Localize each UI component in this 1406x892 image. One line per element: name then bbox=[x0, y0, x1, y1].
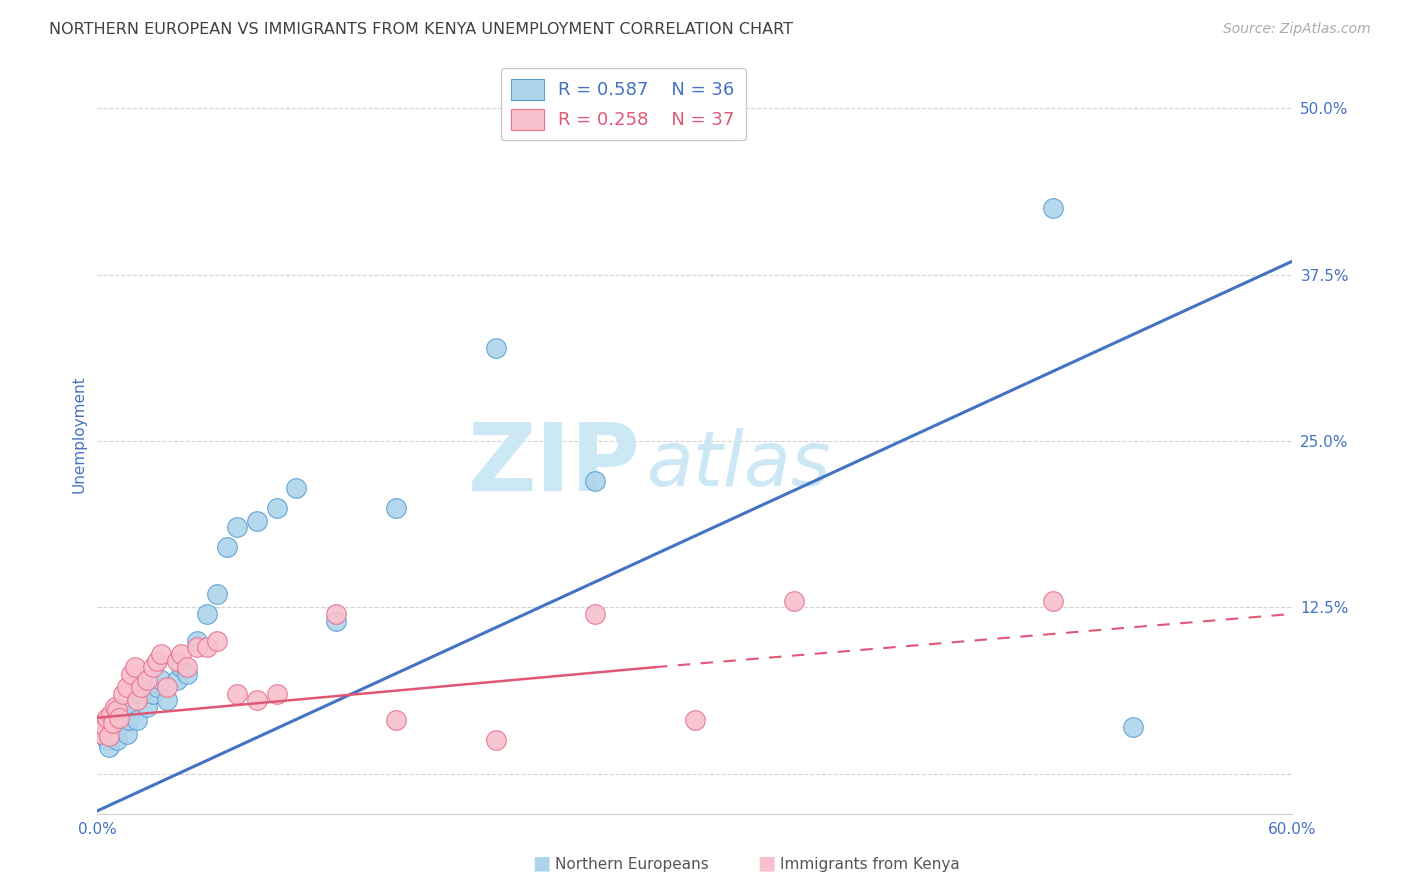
Point bbox=[205, 633, 228, 648]
Point bbox=[385, 714, 408, 728]
Point bbox=[129, 680, 152, 694]
Point bbox=[246, 514, 269, 528]
Point bbox=[166, 653, 188, 667]
Point bbox=[120, 666, 142, 681]
Point bbox=[1042, 593, 1064, 607]
Point bbox=[94, 720, 117, 734]
Point bbox=[112, 716, 135, 731]
Point bbox=[385, 500, 408, 515]
Point bbox=[170, 660, 193, 674]
Text: NORTHERN EUROPEAN VS IMMIGRANTS FROM KENYA UNEMPLOYMENT CORRELATION CHART: NORTHERN EUROPEAN VS IMMIGRANTS FROM KEN… bbox=[49, 22, 793, 37]
Point bbox=[683, 714, 706, 728]
Text: ■: ■ bbox=[531, 854, 551, 872]
Point bbox=[205, 587, 228, 601]
Point bbox=[266, 687, 288, 701]
Point bbox=[170, 647, 193, 661]
Point bbox=[105, 733, 128, 747]
Point bbox=[100, 706, 122, 721]
Point bbox=[225, 520, 247, 534]
Point bbox=[215, 541, 238, 555]
Point bbox=[266, 500, 288, 515]
Point bbox=[583, 474, 606, 488]
Point bbox=[176, 666, 198, 681]
Point bbox=[91, 716, 114, 731]
Point bbox=[115, 680, 138, 694]
Text: ■: ■ bbox=[756, 854, 776, 872]
Point bbox=[484, 733, 506, 747]
Point bbox=[325, 614, 347, 628]
Point bbox=[104, 714, 127, 728]
Text: Immigrants from Kenya: Immigrants from Kenya bbox=[780, 857, 960, 872]
Point bbox=[105, 703, 128, 717]
Point bbox=[112, 687, 135, 701]
Point bbox=[127, 714, 149, 728]
Point bbox=[115, 727, 138, 741]
Point bbox=[225, 687, 247, 701]
Point bbox=[484, 341, 506, 355]
Point bbox=[122, 700, 145, 714]
Point bbox=[98, 730, 121, 744]
Point bbox=[150, 647, 173, 661]
Text: Source: ZipAtlas.com: Source: ZipAtlas.com bbox=[1223, 22, 1371, 37]
Point bbox=[195, 640, 218, 655]
Point bbox=[166, 673, 188, 688]
Point bbox=[110, 706, 132, 721]
Text: ZIP: ZIP bbox=[468, 418, 641, 510]
Point bbox=[1042, 201, 1064, 215]
Point bbox=[118, 714, 141, 728]
Text: Northern Europeans: Northern Europeans bbox=[555, 857, 709, 872]
Point bbox=[136, 673, 159, 688]
Point bbox=[142, 660, 165, 674]
Legend: R = 0.587    N = 36, R = 0.258    N = 37: R = 0.587 N = 36, R = 0.258 N = 37 bbox=[501, 68, 745, 140]
Y-axis label: Unemployment: Unemployment bbox=[72, 376, 86, 493]
Point bbox=[103, 716, 125, 731]
Point bbox=[103, 727, 125, 741]
Point bbox=[176, 660, 198, 674]
Point bbox=[90, 727, 112, 741]
Point bbox=[108, 711, 131, 725]
Point bbox=[129, 687, 152, 701]
Point bbox=[136, 700, 159, 714]
Point bbox=[98, 739, 121, 754]
Point bbox=[156, 693, 179, 707]
Point bbox=[285, 481, 308, 495]
Point bbox=[146, 653, 169, 667]
Point bbox=[783, 593, 806, 607]
Point bbox=[96, 733, 118, 747]
Point bbox=[246, 693, 269, 707]
Point bbox=[186, 640, 208, 655]
Point bbox=[96, 711, 118, 725]
Point bbox=[142, 687, 165, 701]
Point bbox=[146, 680, 169, 694]
Text: atlas: atlas bbox=[647, 427, 831, 501]
Point bbox=[583, 607, 606, 621]
Point bbox=[195, 607, 218, 621]
Point bbox=[104, 700, 127, 714]
Point bbox=[156, 680, 179, 694]
Point bbox=[124, 660, 146, 674]
Point bbox=[108, 716, 131, 731]
Point bbox=[100, 720, 122, 734]
Point bbox=[127, 693, 149, 707]
Point bbox=[1122, 720, 1144, 734]
Point bbox=[150, 673, 173, 688]
Point bbox=[325, 607, 347, 621]
Point bbox=[186, 633, 208, 648]
